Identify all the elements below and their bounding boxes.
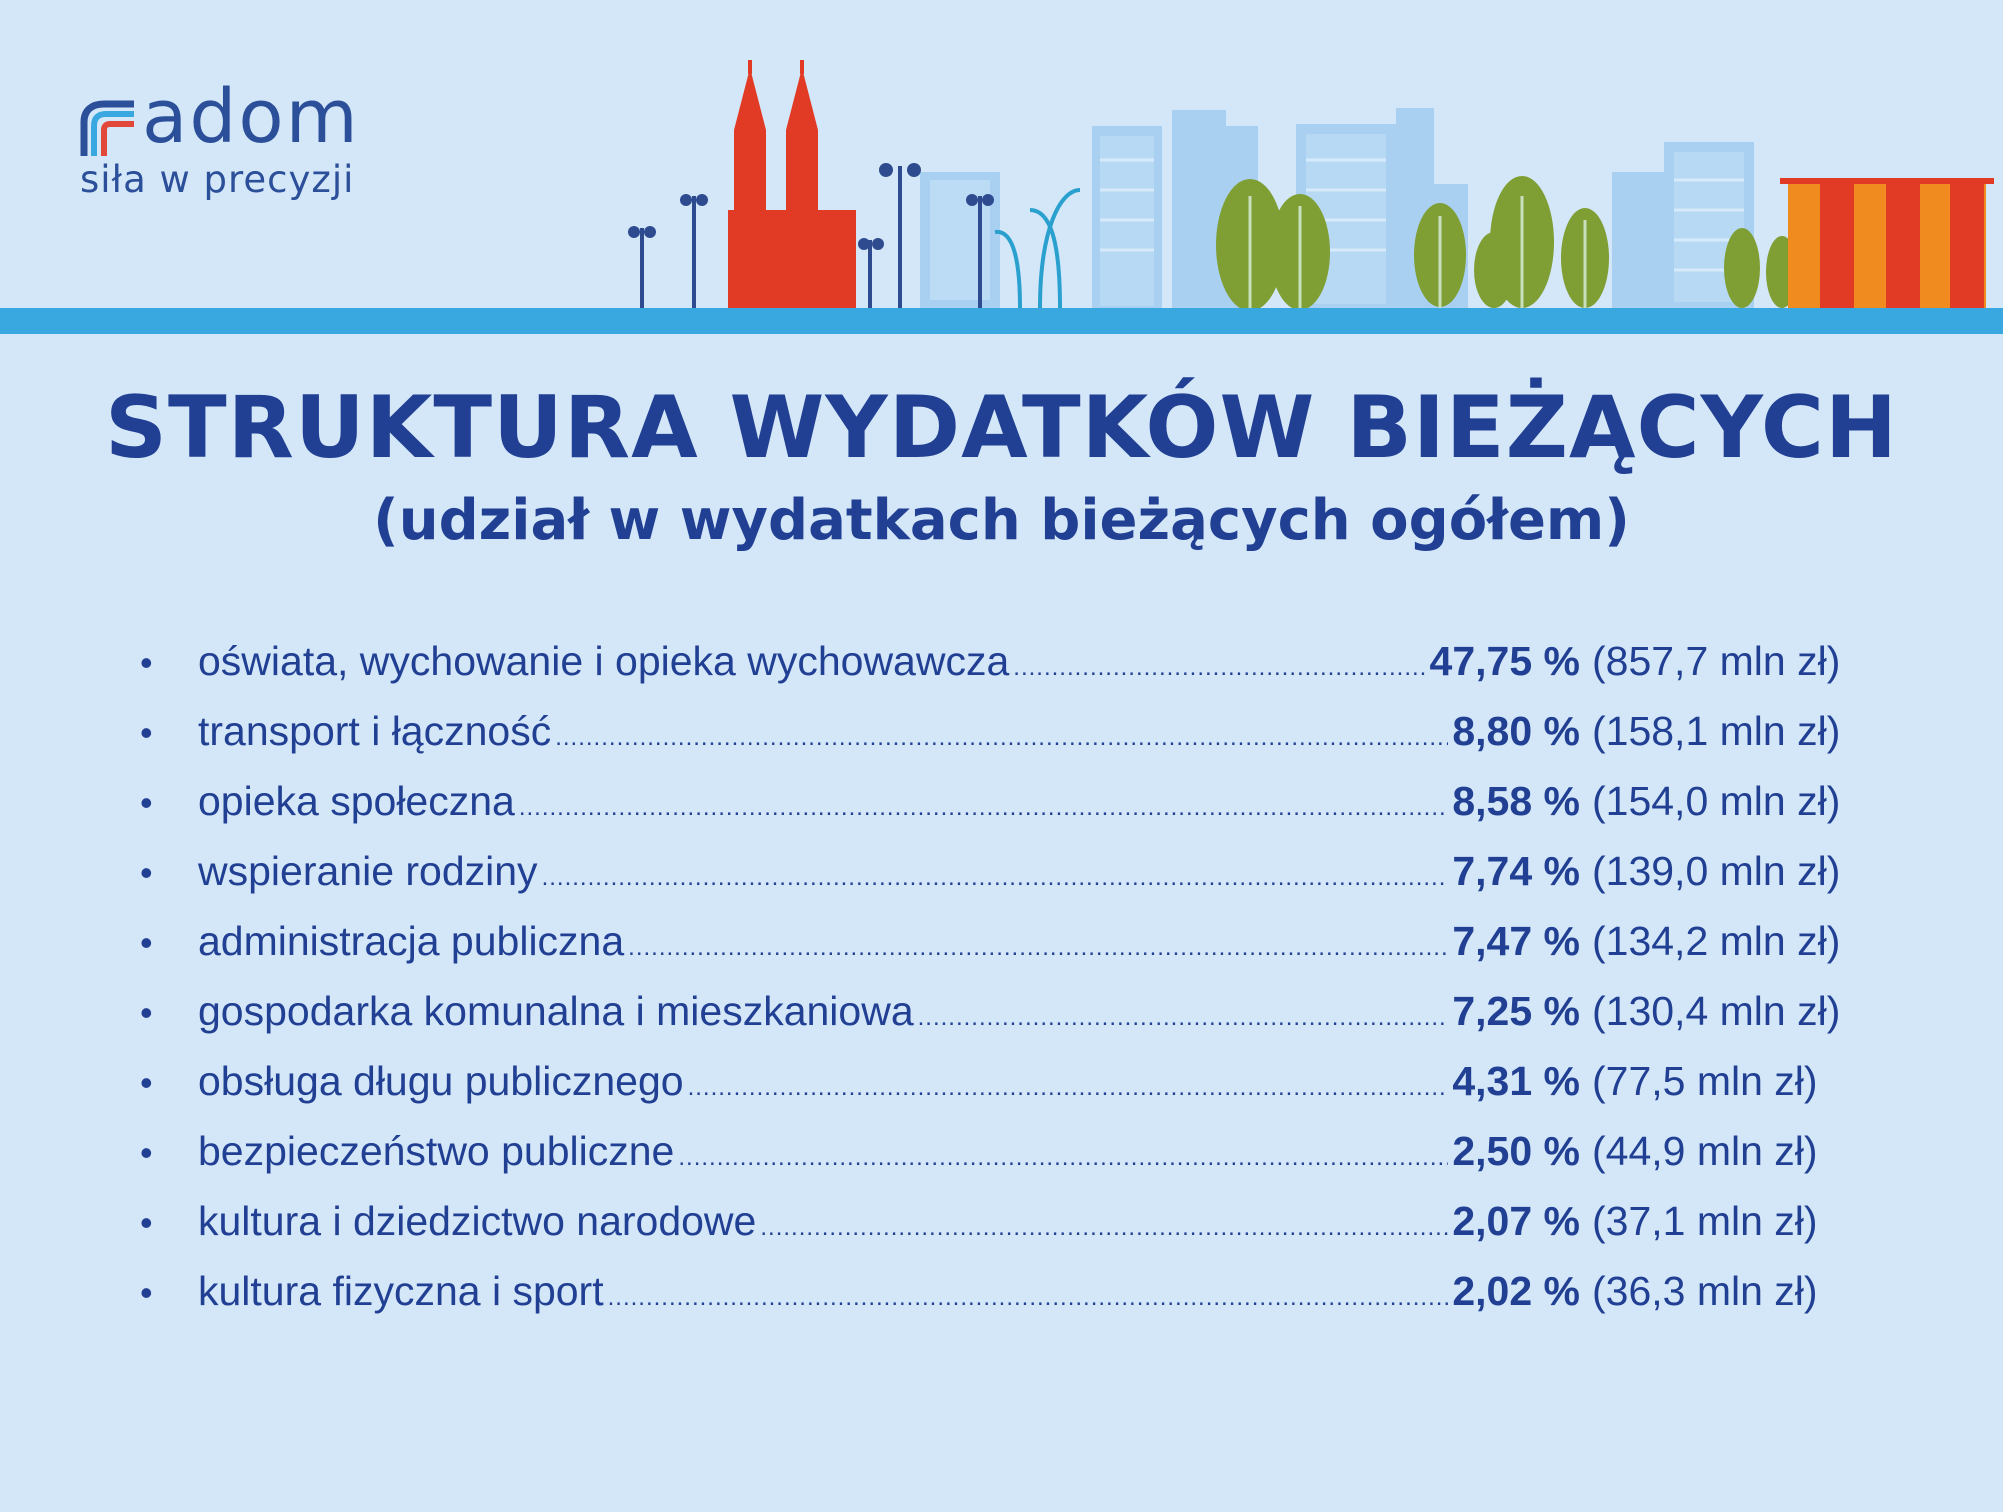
list-item: • gospodarka komunalna i mieszkaniowa 7,…: [140, 988, 1860, 1058]
bullet: •: [140, 1132, 153, 1173]
amount-value: (130,4 mln zł): [1592, 988, 1841, 1034]
dot-leader: [628, 934, 1448, 962]
percent-value: 7,47 %: [1452, 918, 1580, 964]
bullet: •: [140, 922, 153, 963]
amount-value: (37,1 mln zł): [1592, 1198, 1818, 1244]
dot-leader: [608, 1284, 1449, 1312]
list-item: • bezpieczeństwo publiczne 2,50 % (44,9 …: [140, 1128, 1860, 1198]
percent-value: 8,58 %: [1452, 778, 1580, 824]
church-icon: [728, 60, 856, 308]
bullet: •: [140, 1272, 153, 1313]
percent-value: 7,74 %: [1452, 848, 1580, 894]
category-label: oświata, wychowanie i opieka wychowawcza: [198, 638, 1010, 684]
dot-leader: [678, 1144, 1448, 1172]
category-label: kultura fizyczna i sport: [198, 1268, 604, 1314]
amount-value: (158,1 mln zł): [1592, 708, 1841, 754]
bullet: •: [140, 712, 153, 753]
amount-value: (36,3 mln zł): [1592, 1268, 1818, 1314]
category-label: wspieranie rodziny: [198, 848, 538, 894]
logo-wordmark: adom: [78, 74, 360, 160]
page-title: STRUKTURA WYDATKÓW BIEŻĄCYCH: [105, 378, 1898, 478]
radom-logo: adom siła w precyzji: [78, 80, 360, 201]
percent-value: 47,75 %: [1429, 638, 1580, 684]
city-skyline-illustration: [0, 60, 2003, 334]
amount-value: (139,0 mln zł): [1592, 848, 1841, 894]
category-label: bezpieczeństwo publiczne: [198, 1128, 675, 1174]
kiosk-icon: [1780, 178, 1994, 308]
percent-value: 8,80 %: [1452, 708, 1580, 754]
dot-leader: [1013, 654, 1425, 682]
category-label: administracja publiczna: [198, 918, 625, 964]
list-item: • kultura fizyczna i sport 2,02 % (36,3 …: [140, 1268, 1860, 1338]
percent-value: 2,50 %: [1452, 1128, 1580, 1174]
amount-value: (77,5 mln zł): [1592, 1058, 1818, 1104]
percent-value: 7,25 %: [1452, 988, 1580, 1034]
bullet: •: [140, 782, 153, 823]
amount-value: (134,2 mln zł): [1592, 918, 1841, 964]
dot-leader: [688, 1074, 1449, 1102]
list-item: • administracja publiczna 7,47 % (134,2 …: [140, 918, 1860, 988]
page-subtitle: (udział w wydatkach bieżących ogółem): [373, 488, 1630, 553]
dot-leader: [918, 1004, 1449, 1032]
bullet: •: [140, 852, 153, 893]
bullet: •: [140, 642, 153, 683]
dot-leader: [542, 864, 1449, 892]
category-label: obsługa długu publicznego: [198, 1058, 684, 1104]
category-label: opieka społeczna: [198, 778, 515, 824]
ground-stripe: [0, 308, 2003, 334]
dot-leader: [760, 1214, 1448, 1242]
list-item: • opieka społeczna 8,58 % (154,0 mln zł): [140, 778, 1860, 848]
list-item: • obsługa długu publicznego 4,31 % (77,5…: [140, 1058, 1860, 1128]
dot-leader: [519, 794, 1449, 822]
amount-value: (857,7 mln zł): [1592, 638, 1841, 684]
amount-value: (44,9 mln zł): [1592, 1128, 1818, 1174]
bullet: •: [140, 992, 153, 1033]
logo-r-icon: [78, 96, 136, 156]
list-item: • kultura i dziedzictwo narodowe 2,07 % …: [140, 1198, 1860, 1268]
expenditure-list: • oświata, wychowanie i opieka wychowawc…: [140, 638, 1860, 1338]
dot-leader: [555, 724, 1448, 752]
category-label: kultura i dziedzictwo narodowe: [198, 1198, 757, 1244]
list-item: • wspieranie rodziny 7,74 % (139,0 mln z…: [140, 848, 1860, 918]
category-label: gospodarka komunalna i mieszkaniowa: [198, 988, 914, 1034]
amount-value: (154,0 mln zł): [1592, 778, 1841, 824]
list-item: • oświata, wychowanie i opieka wychowawc…: [140, 638, 1860, 708]
logo-tagline: siła w precyzji: [80, 158, 355, 201]
list-item: • transport i łączność 8,80 % (158,1 mln…: [140, 708, 1860, 778]
percent-value: 2,02 %: [1452, 1268, 1580, 1314]
percent-value: 2,07 %: [1452, 1198, 1580, 1244]
percent-value: 4,31 %: [1452, 1058, 1580, 1104]
category-label: transport i łączność: [198, 708, 552, 754]
logo-name: adom: [142, 74, 360, 160]
bullet: •: [140, 1202, 153, 1243]
bullet: •: [140, 1062, 153, 1103]
